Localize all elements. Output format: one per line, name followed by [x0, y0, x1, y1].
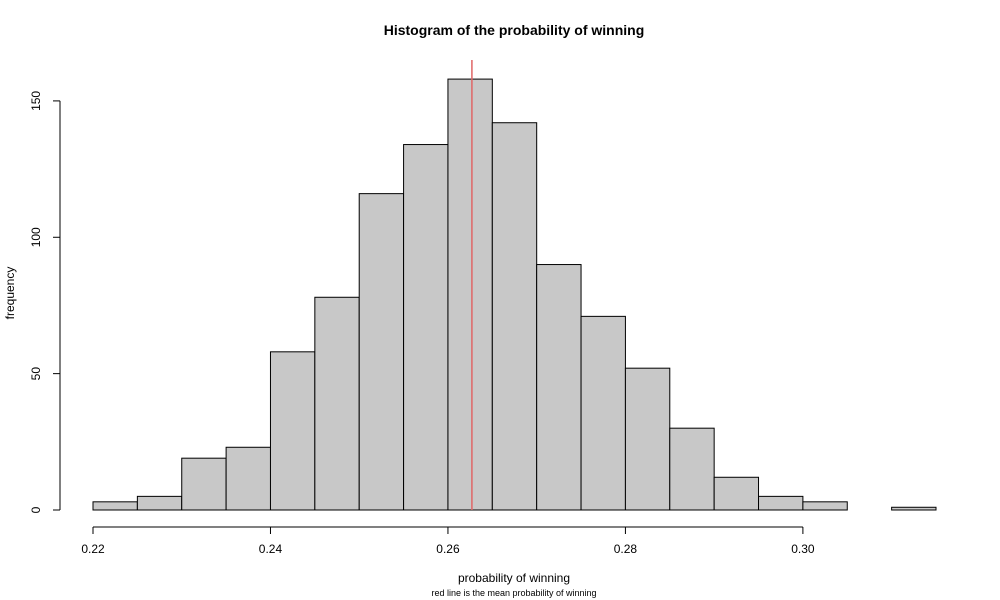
- y-tick-label: 100: [29, 227, 43, 247]
- axes-layer: 0.22 0.24 0.26 0.28 0.30 0 50 100 150: [29, 91, 815, 556]
- x-axis-label: probability of winning: [458, 571, 570, 585]
- chart-title: Histogram of the probability of winning: [384, 22, 645, 38]
- histogram-bar: [447, 78, 493, 511]
- histogram-bar: [802, 501, 848, 511]
- histogram-bar: [92, 501, 138, 511]
- histogram-bar: [358, 193, 405, 511]
- x-tick-label: 0.28: [614, 542, 638, 556]
- x-tick-label: 0.30: [791, 542, 815, 556]
- histogram-bar: [758, 495, 804, 511]
- chart-subtitle: red line is the mean probability of winn…: [431, 588, 596, 598]
- histogram-bar: [669, 427, 715, 511]
- histogram-bar: [225, 446, 271, 511]
- histogram-bar: [536, 264, 582, 511]
- labels-layer: Histogram of the probability of winning …: [3, 22, 644, 598]
- histogram-bar: [580, 315, 626, 511]
- histogram-bar: [491, 122, 538, 511]
- histogram-bar: [269, 351, 316, 511]
- histogram-bar: [624, 367, 671, 511]
- x-tick-label: 0.22: [81, 542, 105, 556]
- histogram-bar: [891, 506, 937, 511]
- y-axis-label: frequency: [3, 267, 17, 320]
- y-tick-label: 150: [29, 91, 43, 111]
- x-tick-label: 0.24: [259, 542, 283, 556]
- x-tick-label: 0.26: [436, 542, 460, 556]
- bars-layer: [92, 78, 937, 511]
- histogram-bar: [713, 476, 760, 511]
- histogram-bar: [314, 296, 360, 511]
- y-tick-label: 0: [29, 506, 43, 513]
- histogram-bar: [181, 457, 227, 511]
- y-tick-label: 50: [29, 367, 43, 381]
- histogram-bar: [136, 495, 183, 511]
- histogram-bar: [403, 144, 449, 511]
